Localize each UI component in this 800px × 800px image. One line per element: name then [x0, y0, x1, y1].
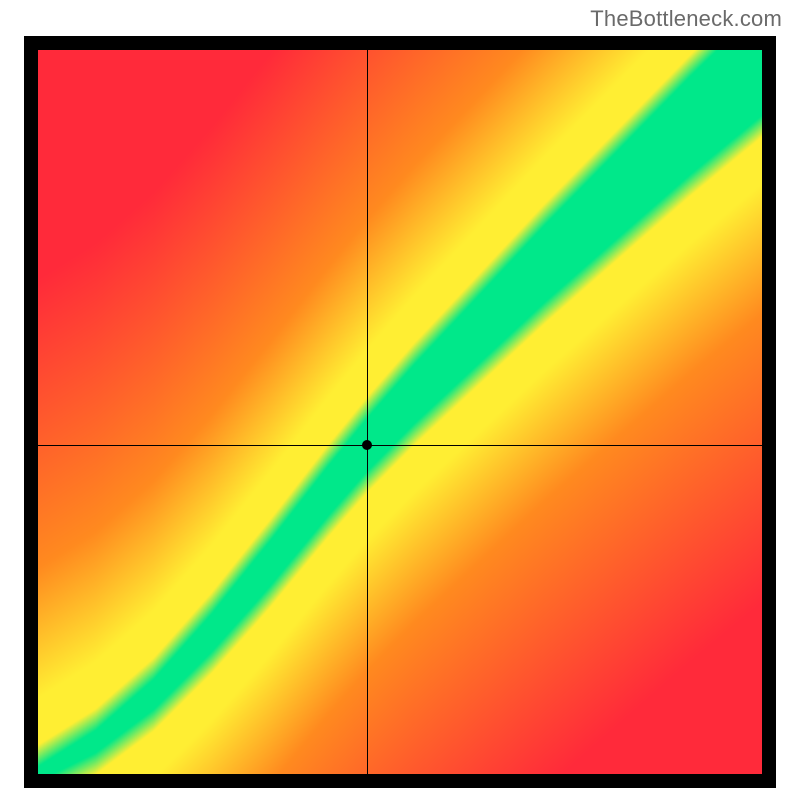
heatmap-plot — [24, 36, 776, 788]
crosshair-horizontal — [38, 445, 762, 446]
marker-dot — [362, 440, 372, 450]
root: TheBottleneck.com — [0, 0, 800, 800]
crosshair-vertical — [367, 50, 368, 774]
heatmap-canvas — [38, 50, 762, 774]
watermark-label: TheBottleneck.com — [590, 6, 782, 32]
